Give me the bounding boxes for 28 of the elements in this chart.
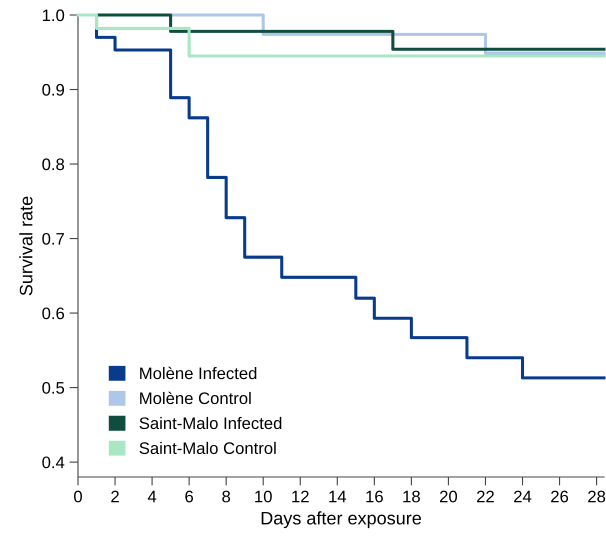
x-tick-label: 20 bbox=[440, 490, 458, 502]
x-tick-label: 28 bbox=[588, 490, 606, 502]
x-tick-label: 0 bbox=[74, 490, 82, 502]
x-tick-label: 14 bbox=[329, 490, 346, 502]
x-tick-label: 16 bbox=[366, 490, 383, 502]
x-tick-label: 26 bbox=[551, 490, 568, 502]
legend-label: Molène Infected bbox=[140, 366, 256, 380]
x-tick-label: 12 bbox=[292, 490, 309, 502]
x-tick-label: 18 bbox=[403, 490, 420, 502]
y-tick-label: 1.0 bbox=[42, 9, 64, 22]
legend-label: Saint-Malo Infected bbox=[140, 416, 282, 430]
legend-label: Molène Control bbox=[140, 392, 251, 404]
y-axis-title: Survival rate bbox=[19, 196, 33, 296]
y-tick-label: 0.4 bbox=[42, 456, 64, 468]
legend-label: Saint-Malo Control bbox=[140, 442, 276, 454]
x-tick-label: 2 bbox=[111, 490, 119, 502]
x-tick-label: 8 bbox=[222, 490, 230, 502]
y-tick-label: 0.9 bbox=[42, 84, 64, 96]
x-axis-title: Days after exposure bbox=[262, 511, 421, 528]
x-tick-label: 4 bbox=[148, 490, 156, 502]
y-tick-label: 0.7 bbox=[42, 232, 64, 245]
y-tick-label: 0.5 bbox=[42, 382, 64, 394]
x-tick-label: 24 bbox=[514, 490, 532, 502]
y-tick-label: 0.6 bbox=[42, 307, 64, 320]
y-tick-label: 0.8 bbox=[42, 158, 64, 170]
x-tick-label: 22 bbox=[477, 490, 494, 502]
x-tick-label: 10 bbox=[255, 490, 272, 502]
x-tick-label: 6 bbox=[185, 490, 194, 502]
